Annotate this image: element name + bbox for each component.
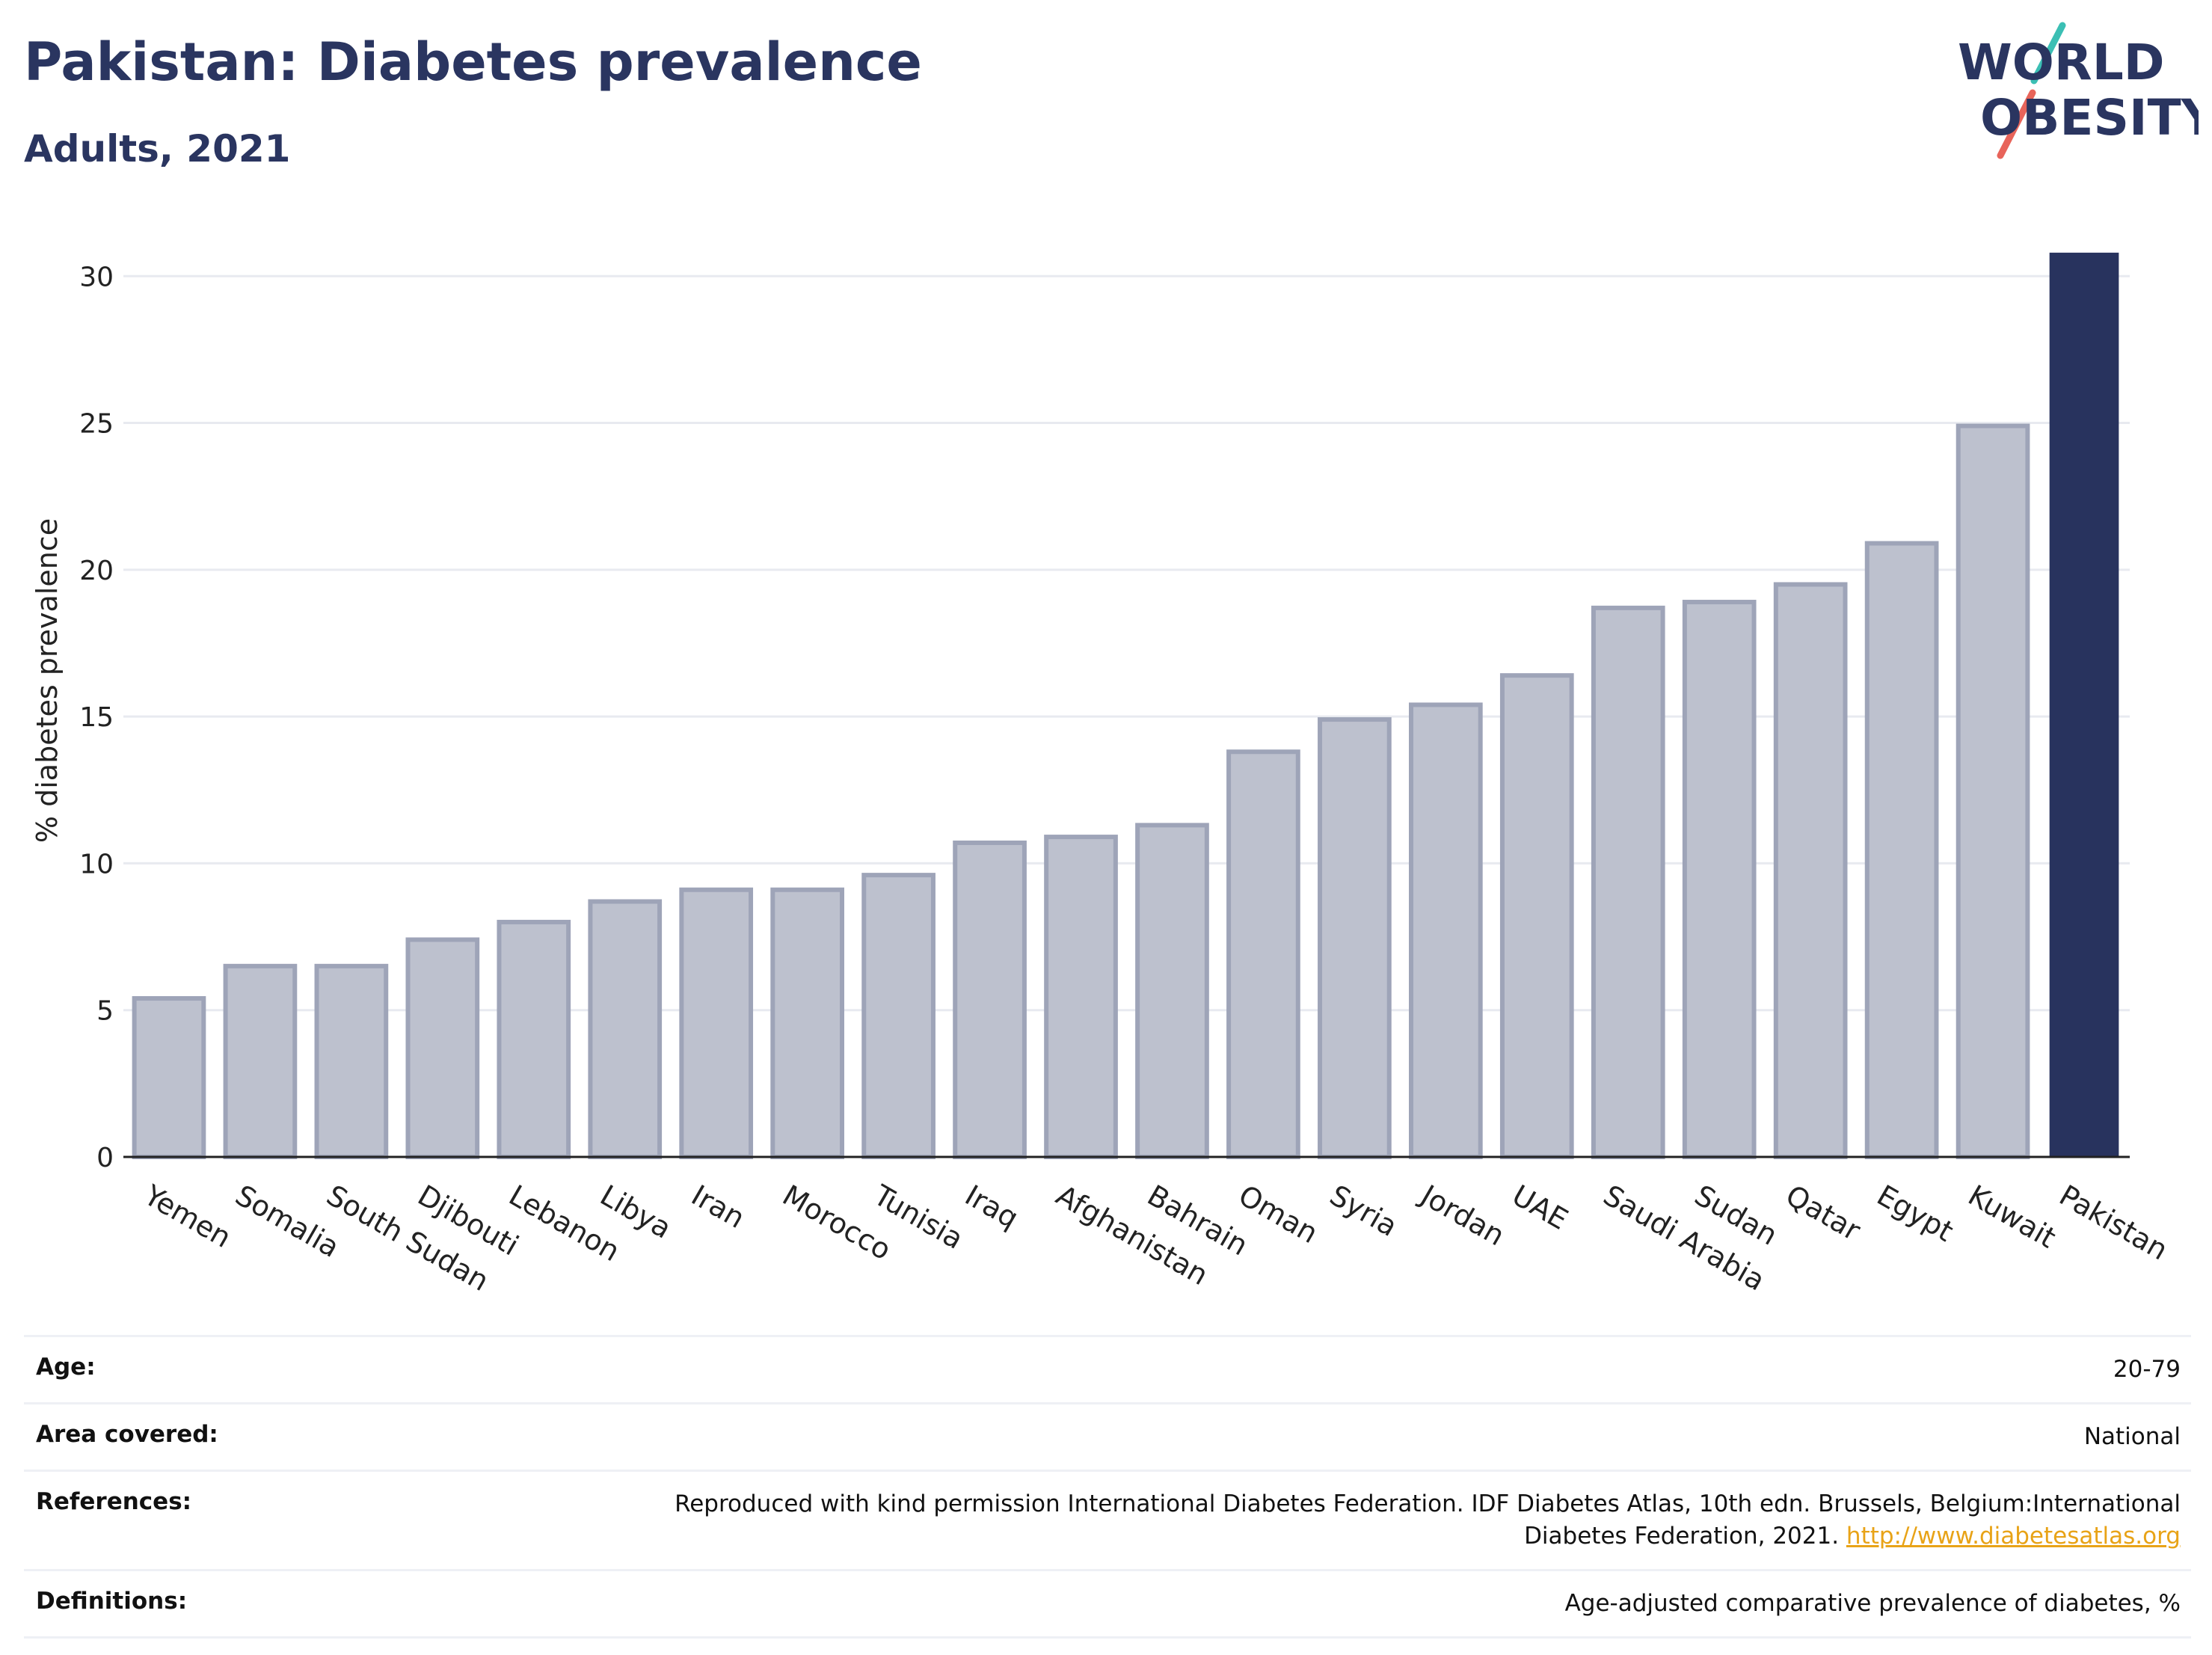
x-tick-label: Qatar [1781,1179,1867,1247]
y-tick-labels: 0 5 10 15 20 25 30 [79,262,114,1173]
bar-djibouti [405,937,480,1160]
info-value: 20-79 [495,1335,2191,1404]
bar-bahrain [1135,823,1209,1160]
x-tick-label: Syria [1324,1179,1403,1243]
x-tick-label: Jordan [1414,1178,1510,1253]
info-key: Definitions: [24,1569,495,1639]
y-tick-label: 30 [79,262,114,292]
x-tick-label: Iraq [959,1179,1024,1235]
y-tick-label: 0 [96,1143,114,1173]
info-table: Age: 20-79 Area covered: National Refere… [24,1335,2191,1639]
bar-iraq [953,840,1027,1159]
bar-uae [1499,673,1574,1159]
bar-qatar [1773,582,1848,1159]
x-tick-label: Yemen [138,1178,237,1254]
y-tick-label: 5 [96,996,114,1027]
x-tick-label: UAE [1507,1179,1573,1236]
info-value: Age-adjusted comparative prevalence of d… [495,1569,2191,1639]
reference-text-cont: Diabetes Federation, 2021. [1524,1523,1840,1550]
x-tick-label: Afghanistan [1051,1179,1214,1292]
bar-lebanon [497,919,571,1159]
bar-pakistan [2049,252,2119,1158]
bar-sudan [1682,600,1757,1159]
bar-somalia [223,963,298,1160]
y-tick-label: 10 [79,849,114,879]
bar-jordan [1408,702,1483,1159]
info-key: References: [24,1470,495,1570]
bar-afghanistan [1044,835,1118,1159]
info-value: Reproduced with kind permission Internat… [495,1470,2191,1570]
x-tick-label: Egypt [1872,1179,1959,1248]
x-tick-label: Somalia [230,1179,345,1264]
bar-syria [1318,717,1392,1159]
info-row-area: Area covered: National [24,1402,2191,1471]
logo-text-world: WORLD [1958,34,2165,91]
reference-text: Reproduced with kind permission Internat… [675,1490,2181,1517]
chart-title: Pakistan: Diabetes prevalence [24,31,922,93]
x-tick-label: Kuwait [1963,1179,2062,1255]
logo-slash-red [1997,89,2036,159]
bar-yemen [132,996,206,1160]
bar-morocco [770,887,845,1159]
bar-libya [588,899,663,1159]
world-obesity-logo: WORLD OBESITY [1958,22,2199,159]
x-tick-label: Iran [686,1179,750,1235]
y-tick-label: 15 [79,702,114,733]
logo-text-obesity: OBESITY [1980,89,2199,147]
info-row-references: References: Reproduced with kind permiss… [24,1470,2191,1570]
y-tick-label: 20 [79,556,114,586]
y-axis-label: % diabetes prevalence [31,518,64,843]
x-tick-label: Pakistan [2054,1179,2174,1267]
info-row-definitions: Definitions: Age-adjusted comparative pr… [24,1569,2191,1639]
bar-south-sudan [314,963,389,1160]
chart-subtitle: Adults, 2021 [24,127,291,171]
bar-egypt [1864,541,1939,1159]
reference-link[interactable]: http://www.diabetesatlas.org [1846,1523,2181,1550]
info-row-age: Age: 20-79 [24,1335,2191,1404]
y-tick-label: 25 [79,409,114,440]
bar-tunisia [861,873,936,1159]
info-key: Age: [24,1335,495,1404]
bar-kuwait [1956,423,2030,1159]
bar-saudi-arabia [1591,605,1665,1159]
bars [132,252,2119,1160]
info-key: Area covered: [24,1402,495,1471]
bar-oman [1226,749,1300,1159]
logo-slash-teal [2030,22,2066,85]
info-value: National [495,1402,2191,1471]
bar-iran [679,887,754,1159]
